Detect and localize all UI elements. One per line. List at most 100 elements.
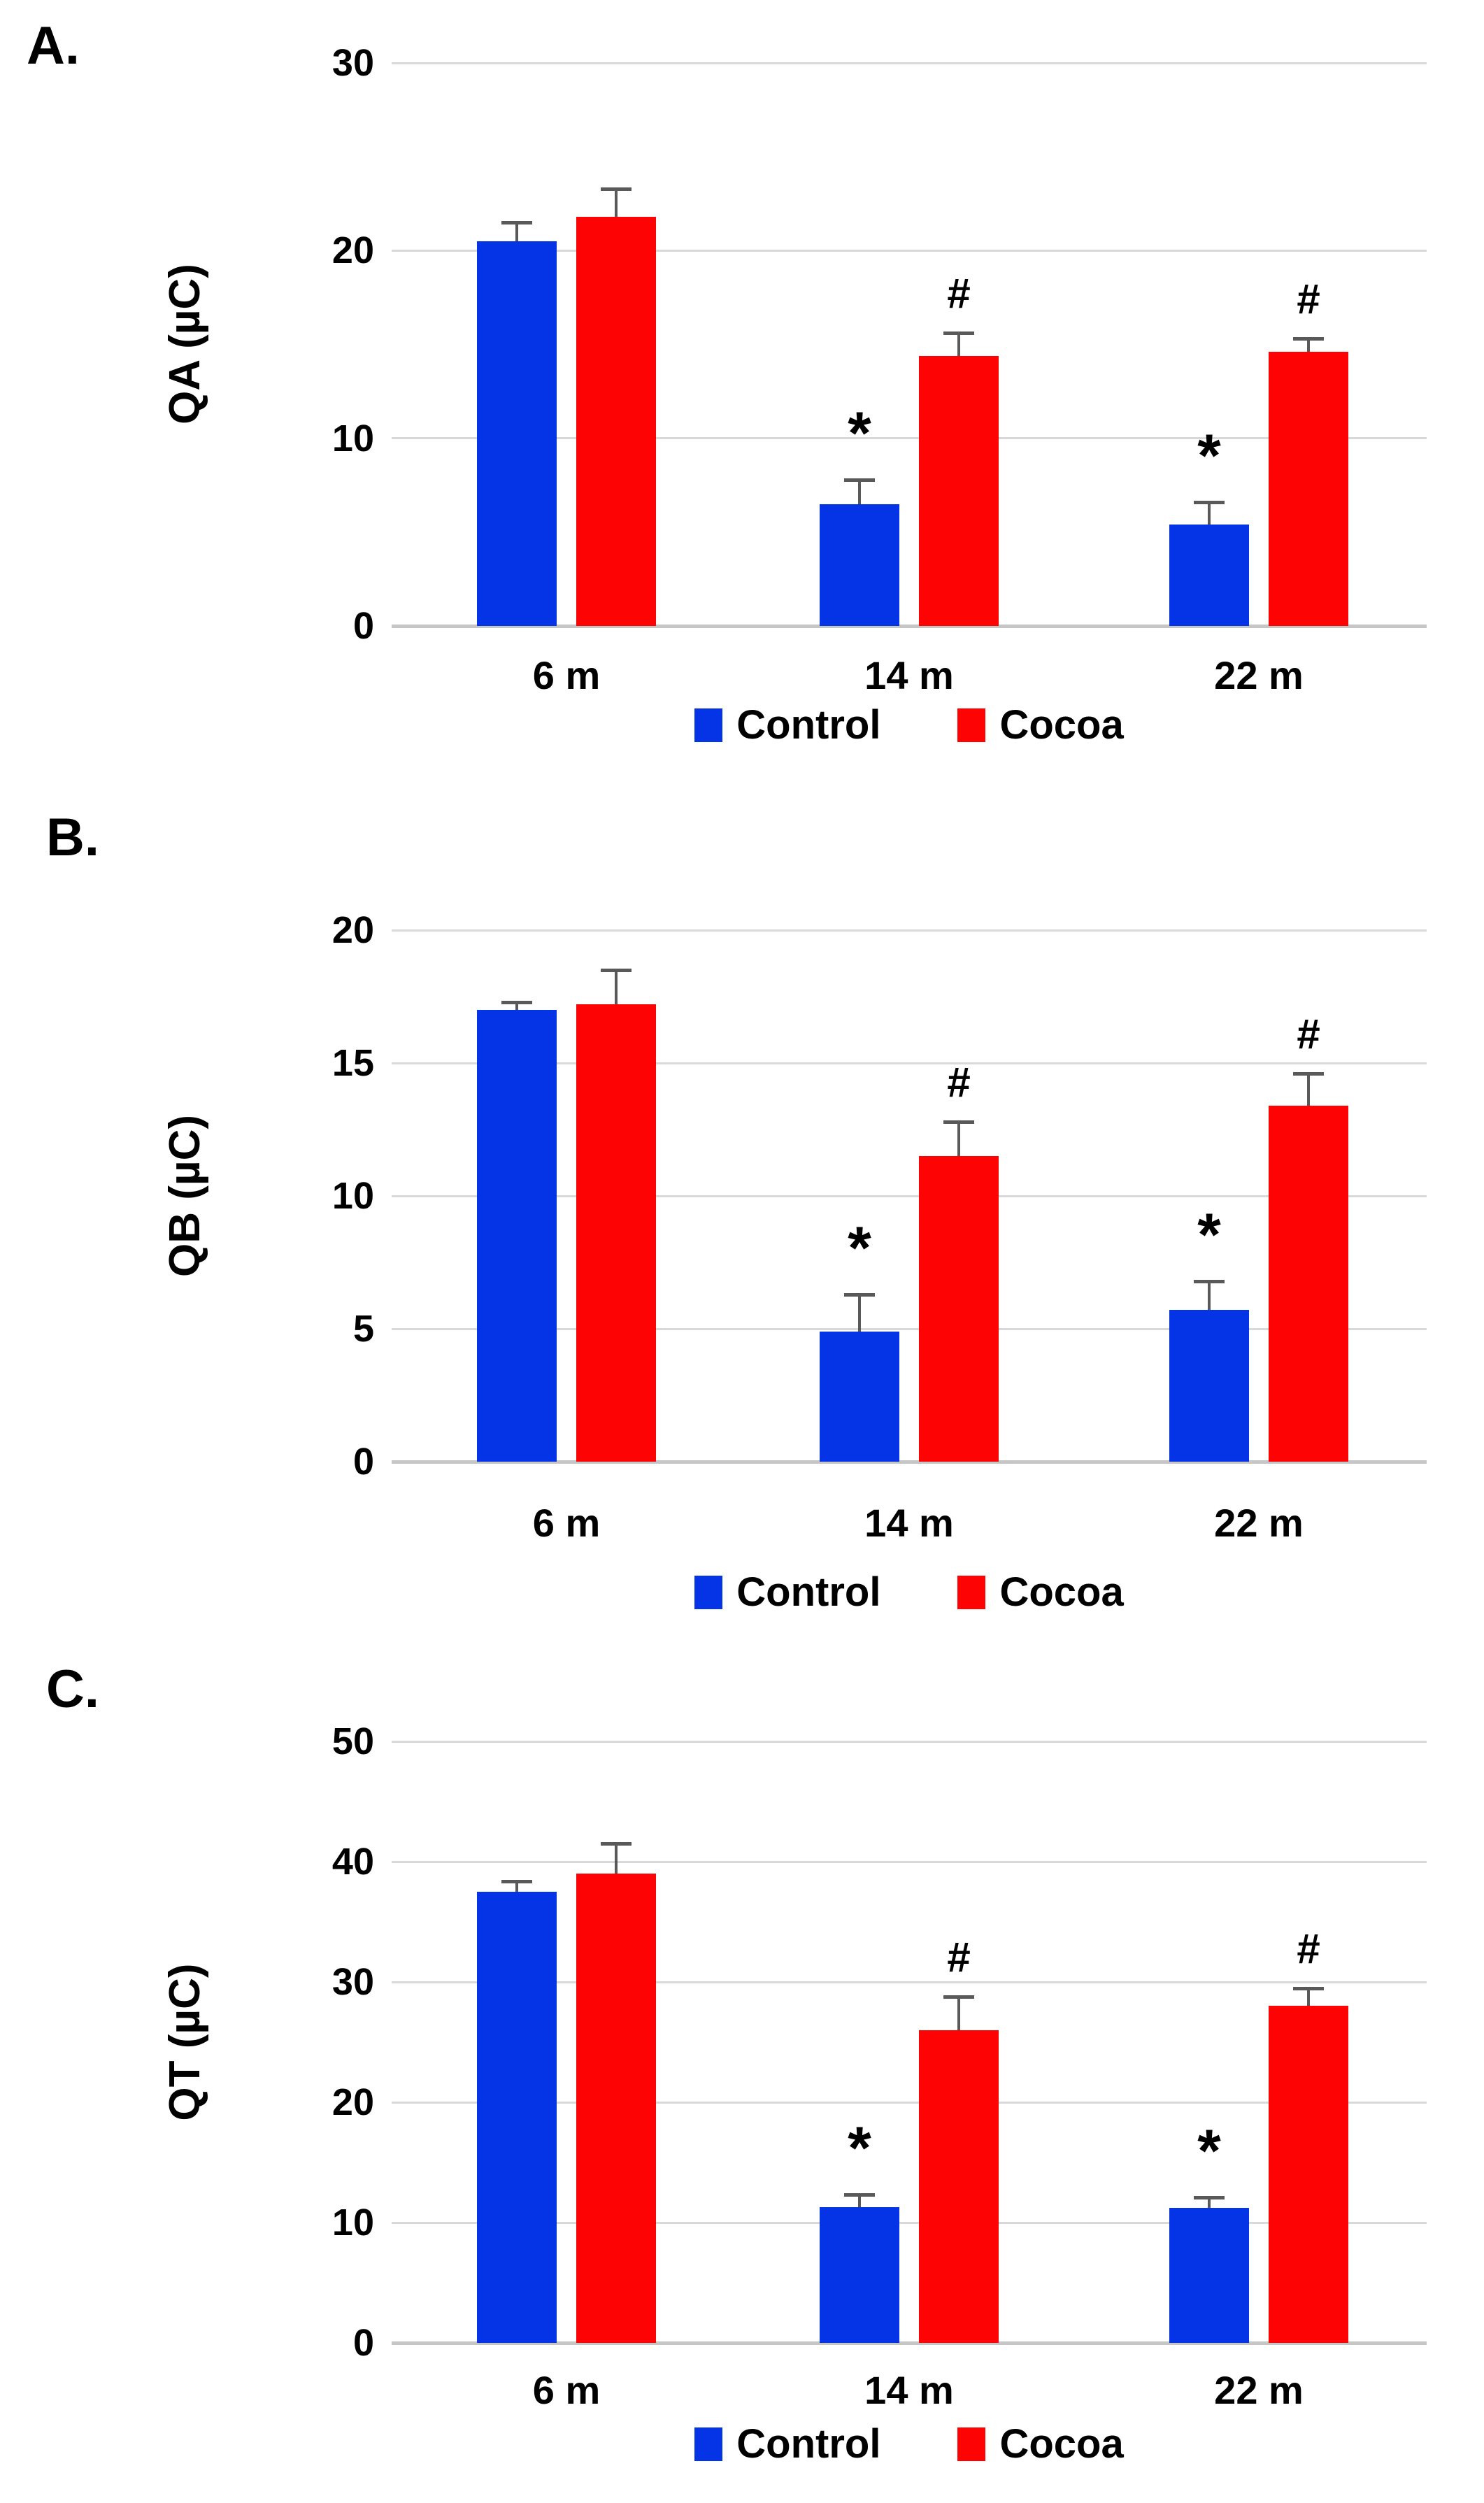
significance-marker: * (848, 2115, 871, 2183)
error-bar-stem (1307, 1988, 1310, 2006)
significance-marker: * (1197, 2117, 1221, 2185)
y-tick-label: 0 (352, 1441, 374, 1483)
error-bar-stem (615, 970, 618, 1005)
error-bar-stem (957, 1996, 960, 2030)
error-bar-stem (1307, 338, 1310, 352)
legend-swatch-cocoa (957, 708, 986, 742)
error-bar-cap (844, 1292, 875, 1297)
y-tick-label: 10 (331, 2202, 374, 2244)
significance-marker: # (1297, 1011, 1320, 1058)
y-tick-label: 10 (331, 1175, 374, 1217)
legend-item-control: Control (694, 2424, 880, 2465)
significance-marker: * (1197, 422, 1221, 490)
error-bar-cap (943, 1120, 974, 1124)
error-bar-cap (943, 1995, 974, 1999)
legend-label-cocoa: Cocoa (999, 1569, 1124, 1615)
y-tick-label: 20 (331, 2081, 374, 2123)
gridline (392, 1195, 1427, 1197)
error-bar-cap (601, 969, 632, 972)
bar-cocoa-14m (919, 2030, 999, 2343)
legend-label-cocoa: Cocoa (999, 2421, 1124, 2467)
error-bar-stem (1208, 2197, 1211, 2209)
y-tick-label: 15 (331, 1042, 374, 1084)
bar-control-14m (820, 2206, 899, 2343)
error-bar-stem (1307, 1074, 1310, 1106)
legend-item-cocoa: Cocoa (957, 2421, 1124, 2467)
panel-c-y-axis-label: QT (µC) (161, 1963, 209, 2121)
bar-cocoa-6m (576, 1004, 656, 1462)
error-bar-cap (844, 2193, 875, 2197)
bar-cocoa-6m (576, 1874, 656, 2343)
x-axis-label: 22 m (1214, 2368, 1304, 2412)
y-tick-label: 0 (352, 605, 374, 647)
error-bar-stem (858, 1294, 861, 1332)
y-tick-label: 10 (331, 417, 374, 459)
error-bar-stem (1208, 501, 1211, 525)
bar-control-22m (1169, 2208, 1249, 2343)
panel-b-letter: B. (46, 808, 99, 867)
gridline (392, 2221, 1427, 2224)
significance-marker: * (848, 399, 871, 467)
error-bar-cap (501, 221, 532, 225)
y-tick-label: 30 (331, 42, 374, 84)
error-bar-cap (601, 1842, 632, 1846)
x-axis-label: 14 m (864, 2368, 954, 2412)
x-axis-line (392, 624, 1427, 628)
gridline (392, 1860, 1427, 1863)
bar-control-14m (820, 504, 899, 626)
significance-marker: # (947, 270, 971, 318)
significance-marker: # (1297, 1925, 1320, 1972)
error-bar-stem (515, 1001, 518, 1010)
bar-cocoa-22m (1269, 2006, 1348, 2343)
x-axis-line (392, 2341, 1427, 2345)
error-bar-cap (1293, 337, 1324, 341)
error-bar-cap (501, 1000, 532, 1004)
error-bar-stem (858, 479, 861, 504)
bar-cocoa-14m (919, 355, 999, 626)
bar-cocoa-22m (1269, 1105, 1348, 1462)
panel-a-letter: A. (27, 16, 80, 76)
error-bar-cap (1293, 1072, 1324, 1076)
x-axis-label: 6 m (532, 653, 601, 697)
error-bar-stem (1208, 1281, 1211, 1311)
significance-marker: # (947, 1058, 971, 1106)
y-tick-label: 30 (331, 1961, 374, 2003)
bar-control-6m (477, 1010, 557, 1462)
legend-swatch-control (694, 2427, 723, 2461)
significance-marker: # (947, 1933, 971, 1981)
bar-control-22m (1169, 525, 1249, 626)
bar-control-6m (477, 1892, 557, 2343)
x-axis-label: 14 m (864, 1501, 954, 1545)
legend-label-control: Control (736, 702, 881, 748)
y-tick-label: 0 (352, 2322, 374, 2364)
gridline (392, 249, 1427, 252)
error-bar-stem (957, 1121, 960, 1156)
gridline (392, 1327, 1427, 1330)
legend-swatch-control (694, 708, 723, 742)
panel-b-y-axis-label: QB (µC) (161, 1114, 209, 1278)
legend-label-control: Control (736, 1569, 881, 1615)
error-bar-cap (943, 331, 974, 336)
x-axis-label: 6 m (532, 1501, 601, 1545)
significance-marker: * (1197, 1201, 1221, 1269)
error-bar-cap (1194, 2195, 1225, 2199)
gridline (392, 62, 1427, 64)
error-bar-stem (615, 1844, 618, 1874)
significance-marker: * (848, 1214, 871, 1282)
y-tick-label: 50 (331, 1720, 374, 1762)
error-bar-cap (601, 187, 632, 191)
error-bar-stem (515, 222, 518, 241)
error-bar-cap (1194, 500, 1225, 504)
error-bar-cap (1194, 1279, 1225, 1283)
x-axis-label: 22 m (1214, 1501, 1304, 1545)
error-bar-stem (515, 1881, 518, 1892)
x-axis-label: 22 m (1214, 653, 1304, 697)
bar-cocoa-14m (919, 1156, 999, 1462)
error-bar-cap (1293, 1986, 1324, 1990)
gridline (392, 1062, 1427, 1064)
error-bar-stem (615, 188, 618, 218)
legend-label-control: Control (736, 2421, 881, 2467)
legend: Control Cocoa (392, 1572, 1427, 1613)
legend-swatch-cocoa (957, 2427, 986, 2461)
